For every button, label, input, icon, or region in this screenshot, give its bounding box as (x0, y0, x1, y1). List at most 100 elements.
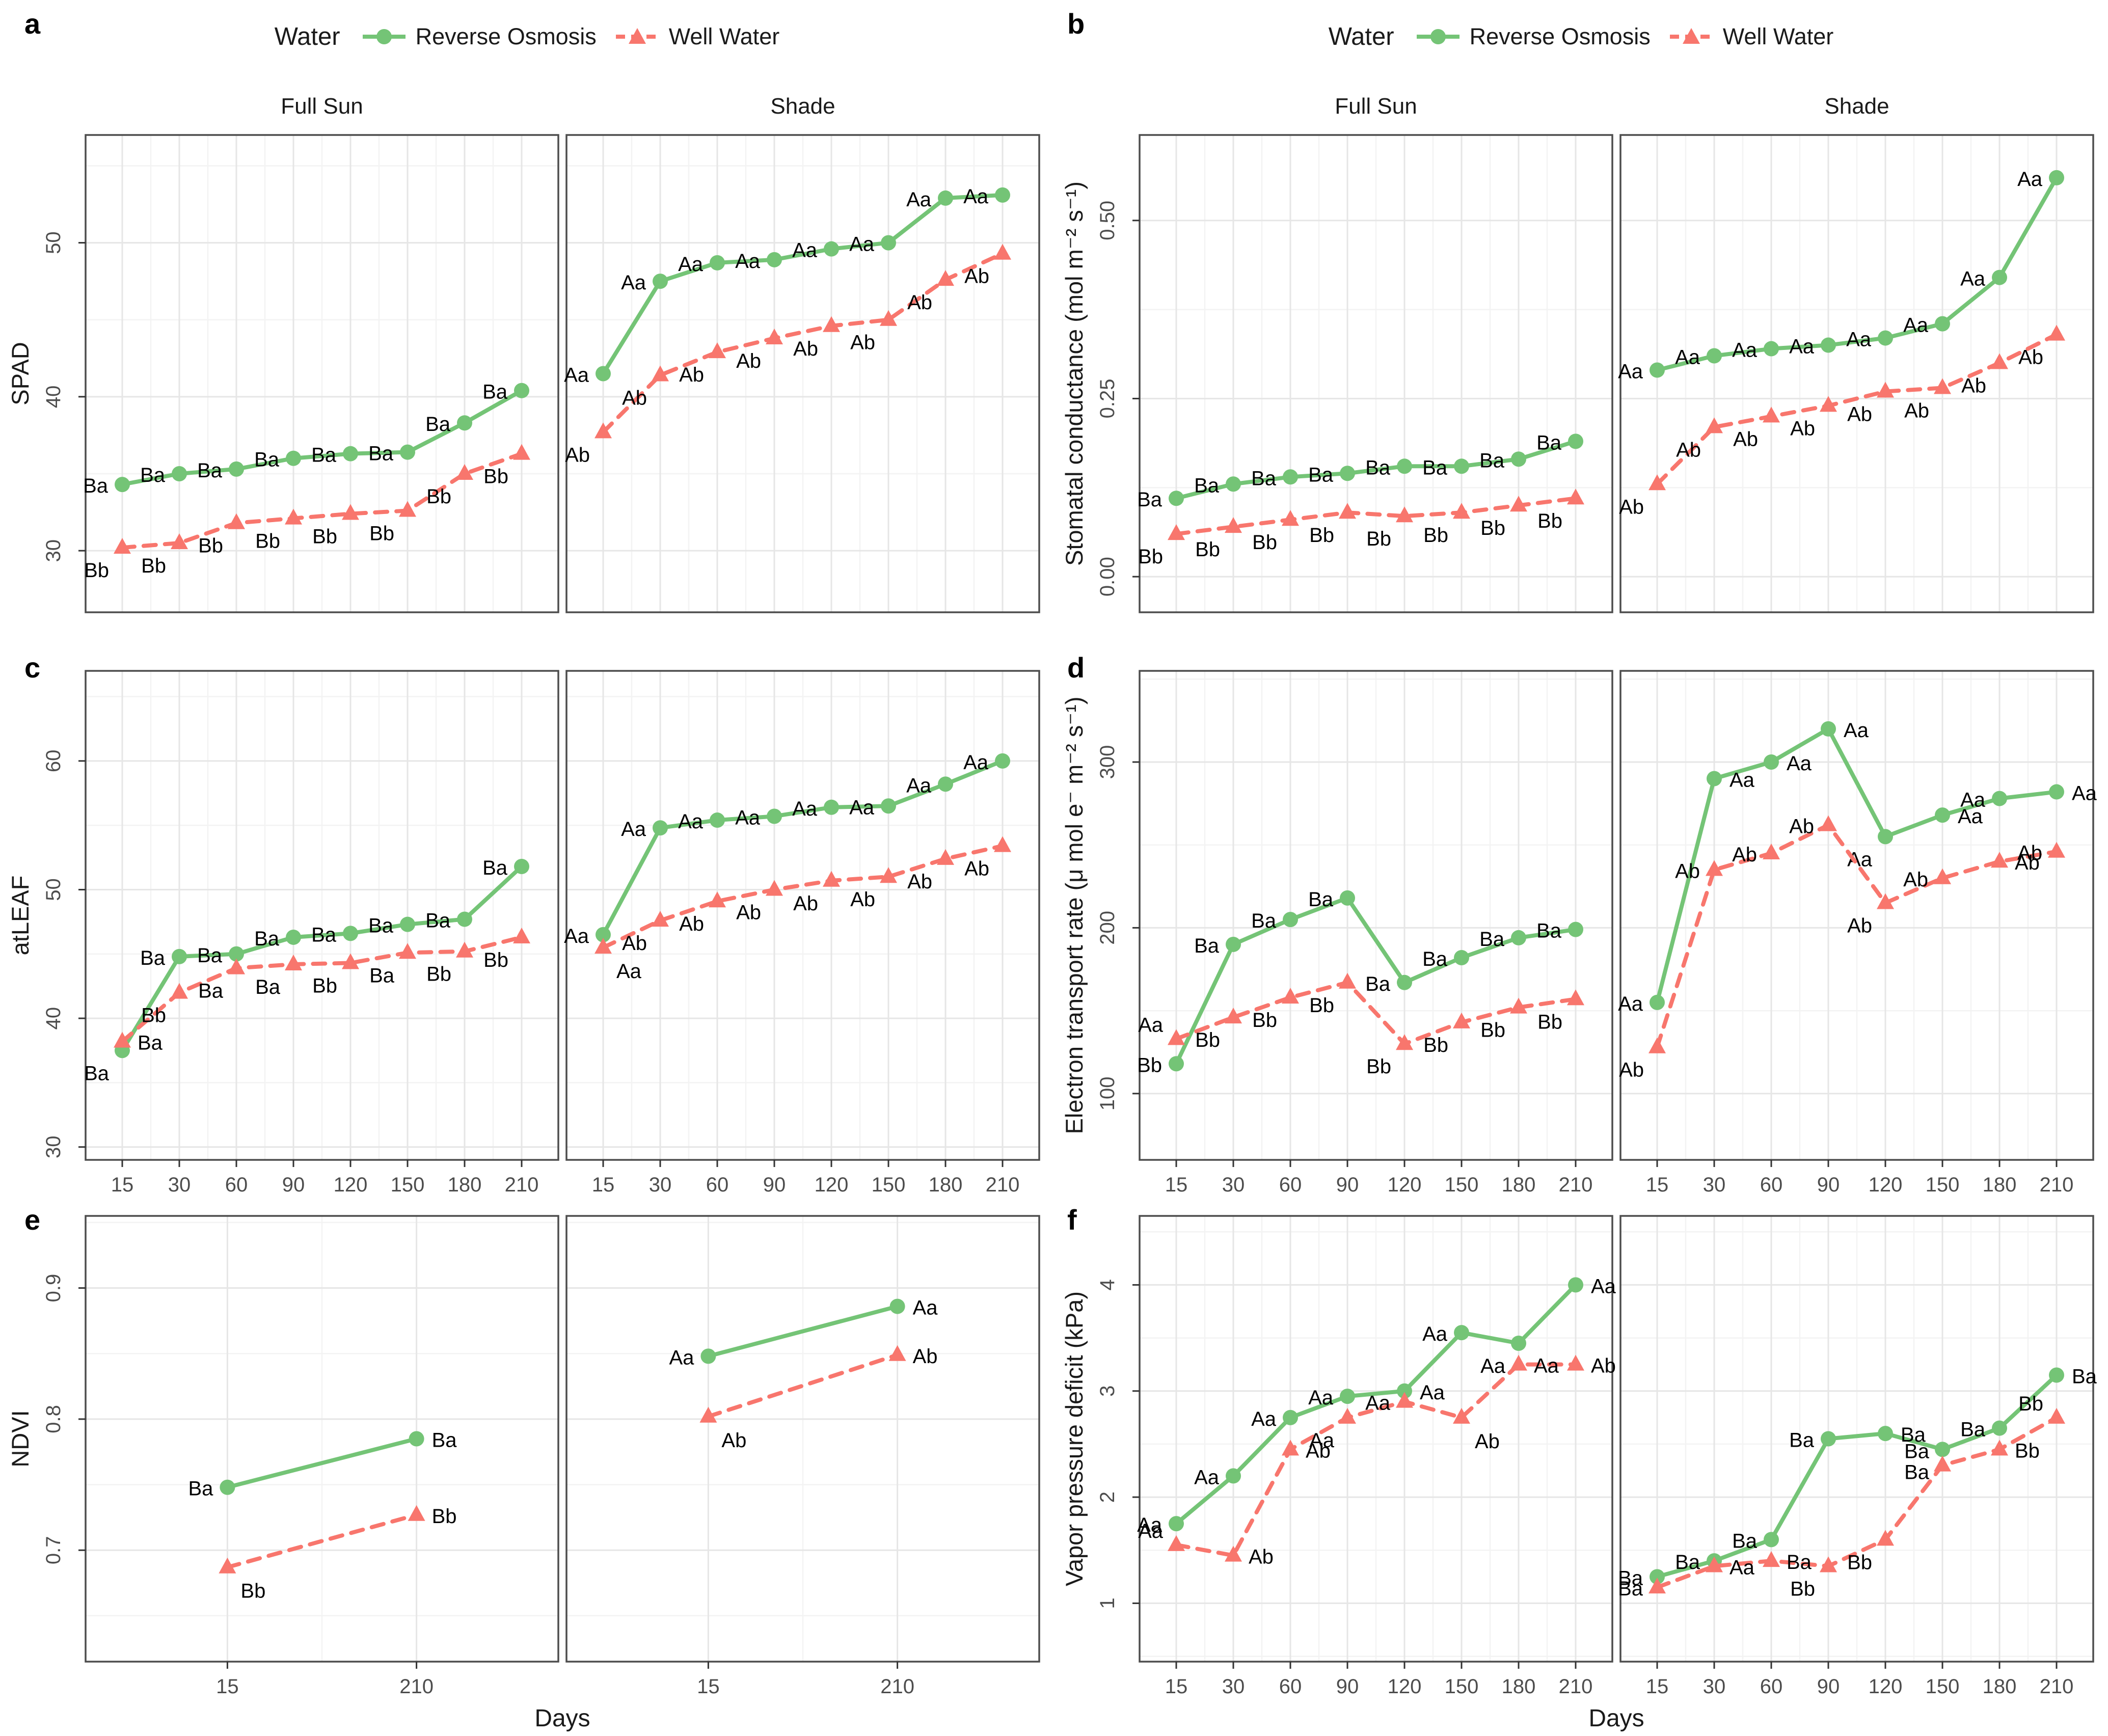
well-water-marker (2048, 324, 2065, 341)
point-label: Ab (1847, 915, 1872, 937)
point-label: Bb (1309, 524, 1334, 547)
reverse-osmosis-marker (596, 366, 611, 382)
well-water-key-icon (1669, 28, 1713, 44)
y-tick-label: 0.50 (1096, 201, 1119, 240)
well-water-line (1174, 496, 1578, 536)
point-label: Ba (482, 857, 508, 879)
x-tick-label: 60 (225, 1174, 248, 1196)
well-water-marker (652, 365, 669, 382)
point-label: Bb (2015, 1440, 2040, 1462)
point-label: Aa (1534, 1355, 1559, 1377)
panel-d-chart: Bb Ba Ba Ba Ba Ba Ba Ba Aa Bb Bb Bb Bb Bb Bb Bb 15 30 60 90… (1061, 670, 2097, 1196)
well-water-line (225, 1512, 419, 1569)
well-water-marker (880, 310, 897, 326)
point-label: Bb (1790, 1578, 1815, 1601)
point-label: Ba (2072, 1366, 2097, 1388)
well-water-marker (1225, 1545, 1242, 1562)
reverse-osmosis-marker (343, 446, 358, 462)
point-label: Aa (906, 188, 932, 211)
reverse-osmosis-marker (229, 461, 244, 477)
point-label: Bb (1537, 1011, 1562, 1033)
well-water-marker (1991, 353, 2008, 369)
panel-tag-d: d (1067, 652, 1085, 684)
point-label: Ba (1251, 910, 1277, 932)
point-label: Aa (2072, 782, 2097, 805)
reverse-osmosis-marker (881, 235, 896, 251)
y-axis-title: Electron transport rate (μ mol e⁻ m⁻² s⁻… (1061, 697, 1088, 1134)
point-label: Ba (140, 464, 166, 486)
panel-d: d Bb Ba Ba Ba Ba Ba Ba Ba Aa Bb Bb Bb Bb Bb Bb Bb 15 30 60 9… (1054, 628, 2108, 1198)
point-label: Bb (1480, 1019, 1505, 1042)
x-tick-label: 90 (1336, 1174, 1359, 1196)
well-water-marker (1991, 1440, 2008, 1456)
reverse-osmosis-marker (1764, 341, 1779, 357)
point-label: Ab (622, 932, 647, 955)
reverse-osmosis-key-icon (362, 29, 406, 44)
reverse-osmosis-marker (1511, 451, 1526, 467)
x-tick-label: 210 (2040, 1174, 2074, 1196)
reverse-osmosis-marker (172, 948, 187, 964)
x-tick-label: 150 (391, 1174, 425, 1196)
well-water-marker (1510, 997, 1527, 1014)
well-water-marker (1706, 1556, 1723, 1572)
reverse-osmosis-marker (1454, 950, 1469, 965)
facet-strip-label: Full Sun (281, 94, 363, 119)
reverse-osmosis-marker (710, 812, 725, 828)
point-label: Bb (483, 466, 508, 488)
reverse-osmosis-marker (1340, 890, 1355, 906)
reverse-osmosis-marker (653, 820, 668, 836)
point-label: Aa (792, 239, 818, 262)
x-tick-label: 210 (1559, 1174, 1593, 1196)
x-tick-label: 15 (1165, 1675, 1188, 1698)
legend-label: Well Water (668, 23, 780, 49)
well-water-marker (1648, 474, 1666, 491)
reverse-osmosis-marker (710, 255, 725, 270)
point-label: Ba (84, 1062, 110, 1084)
point-label: Ba (1536, 431, 1562, 454)
well-water-line (601, 251, 1005, 435)
reverse-osmosis-marker (1935, 1442, 1950, 1457)
x-tick-label: 150 (1926, 1675, 1960, 1698)
point-label: Bb (84, 559, 109, 582)
panel-tag-a: a (24, 8, 41, 40)
point-label: Bb (1423, 524, 1448, 547)
well-water-marker (823, 316, 840, 332)
point-label: Bb (1195, 538, 1220, 561)
reverse-osmosis-marker (1878, 829, 1893, 845)
reverse-osmosis-marker (229, 946, 244, 962)
point-label: Bb (1537, 510, 1562, 532)
point-label: Bb (2018, 1393, 2043, 1415)
facet-shade: Aa Aa Aa Aa Aa Aa Aa Aa Aa Ab Ab Ab Ab Ab Ab Ab (564, 670, 1040, 1161)
reverse-osmosis-marker (1568, 433, 1583, 449)
point-label: Ab (721, 1429, 746, 1452)
point-label: Aa (1480, 1355, 1506, 1377)
point-label: Ab (793, 892, 818, 915)
x-tick-label: 210 (986, 1174, 1020, 1196)
y-tick-label: 40 (42, 386, 65, 409)
x-tick-label: 150 (872, 1174, 906, 1196)
point-label: Ba (1787, 1551, 1812, 1574)
panel-tag-f: f (1067, 1204, 1077, 1236)
x-tick-label: 60 (1279, 1675, 1302, 1698)
reverse-osmosis-marker (1878, 1426, 1893, 1442)
reverse-osmosis-line (706, 1304, 900, 1359)
facet-full-sun: Ba Ba Ba Ba Ba Ba Ba Ba Bb Bb Bb Bb Bb Bb Bb Bb (83, 134, 559, 613)
point-label: Ab (1733, 428, 1758, 450)
reverse-osmosis-marker (1992, 269, 2007, 285)
well-water-marker (937, 849, 954, 865)
point-label: Aa (1194, 1466, 1220, 1488)
y-axis-title: SPAD (7, 342, 34, 405)
point-label: Ba (368, 915, 394, 937)
well-water-marker (1282, 988, 1299, 1004)
panel-tag-e: e (24, 1204, 41, 1236)
facet-strip-label: Shade (1824, 94, 1889, 119)
well-water-marker (1567, 989, 1584, 1006)
x-tick-label: 150 (1445, 1675, 1479, 1698)
point-label: Ba (425, 413, 451, 436)
reverse-osmosis-marker (343, 926, 358, 941)
y-tick-label: 4 (1096, 1279, 1119, 1290)
point-label: Ba (369, 964, 395, 987)
y-tick-label: 60 (42, 750, 65, 773)
well-water-marker (994, 243, 1011, 260)
